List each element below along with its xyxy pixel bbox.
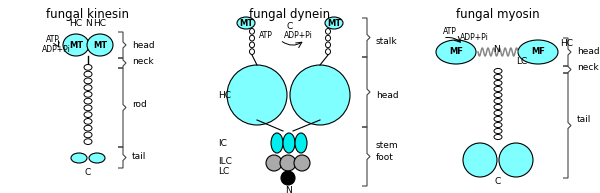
Ellipse shape (89, 153, 105, 163)
Ellipse shape (494, 122, 502, 128)
Text: neck: neck (132, 58, 154, 67)
Ellipse shape (494, 86, 502, 91)
Text: ATP: ATP (259, 30, 273, 40)
Ellipse shape (250, 49, 254, 54)
Ellipse shape (250, 35, 254, 41)
Text: MF: MF (531, 47, 545, 57)
Ellipse shape (436, 40, 476, 64)
Circle shape (280, 155, 296, 171)
Ellipse shape (71, 153, 87, 163)
Text: ILC: ILC (218, 157, 232, 166)
Ellipse shape (295, 133, 307, 153)
Text: N: N (284, 186, 292, 193)
Ellipse shape (494, 92, 502, 97)
Text: head: head (376, 91, 398, 100)
Ellipse shape (283, 133, 295, 153)
Circle shape (227, 65, 287, 125)
Ellipse shape (494, 69, 502, 74)
Text: LC: LC (516, 58, 527, 67)
Text: MT: MT (239, 19, 253, 27)
Ellipse shape (325, 29, 331, 34)
Ellipse shape (494, 135, 502, 140)
Text: LC: LC (218, 168, 229, 177)
Circle shape (290, 65, 350, 125)
Ellipse shape (494, 110, 502, 116)
Circle shape (281, 171, 295, 185)
Ellipse shape (84, 91, 92, 97)
Text: MF: MF (449, 47, 463, 57)
Text: MT: MT (93, 41, 107, 49)
Ellipse shape (325, 35, 331, 41)
Ellipse shape (325, 17, 343, 29)
Circle shape (463, 143, 497, 177)
Text: ADP+Pi: ADP+Pi (284, 30, 313, 40)
Text: HC: HC (70, 19, 83, 28)
Text: rod: rod (132, 100, 147, 109)
Text: head: head (132, 41, 155, 49)
Text: ATP: ATP (443, 27, 457, 36)
Ellipse shape (325, 42, 331, 48)
Ellipse shape (84, 132, 92, 138)
Text: ADP+Pi: ADP+Pi (460, 34, 489, 42)
Ellipse shape (250, 42, 254, 48)
Ellipse shape (84, 85, 92, 91)
Text: tail: tail (577, 114, 592, 124)
Circle shape (266, 155, 282, 171)
Text: fungal kinesin: fungal kinesin (47, 8, 130, 21)
Ellipse shape (250, 29, 254, 34)
Ellipse shape (84, 119, 92, 124)
Ellipse shape (494, 98, 502, 104)
Ellipse shape (494, 104, 502, 110)
Ellipse shape (494, 74, 502, 80)
Text: N: N (493, 45, 499, 54)
Text: neck: neck (577, 63, 599, 73)
Ellipse shape (63, 34, 89, 56)
Ellipse shape (325, 49, 331, 54)
Ellipse shape (84, 105, 92, 111)
Text: ATP: ATP (46, 36, 60, 45)
Text: N: N (85, 19, 91, 28)
Ellipse shape (84, 139, 92, 145)
Ellipse shape (494, 116, 502, 122)
Ellipse shape (84, 112, 92, 118)
Text: IC: IC (218, 139, 227, 147)
Ellipse shape (494, 129, 502, 134)
Text: fungal dynein: fungal dynein (250, 8, 331, 21)
Ellipse shape (87, 34, 113, 56)
Ellipse shape (84, 71, 92, 77)
Text: fungal myosin: fungal myosin (456, 8, 540, 21)
Text: ADP+Pi: ADP+Pi (42, 46, 71, 54)
Text: C: C (287, 22, 293, 31)
Text: MT: MT (69, 41, 83, 49)
Text: HC: HC (94, 19, 107, 28)
Text: C: C (495, 177, 501, 186)
Ellipse shape (518, 40, 558, 64)
Ellipse shape (84, 98, 92, 104)
Text: tail: tail (132, 152, 146, 161)
Text: HC: HC (218, 91, 231, 100)
Ellipse shape (271, 133, 283, 153)
Text: MT: MT (327, 19, 341, 27)
Circle shape (294, 155, 310, 171)
Text: C: C (85, 168, 91, 177)
Text: HC: HC (560, 40, 573, 48)
Text: stem
foot: stem foot (376, 141, 398, 162)
Text: stalk: stalk (376, 37, 398, 46)
Ellipse shape (84, 64, 92, 70)
Ellipse shape (237, 17, 255, 29)
Ellipse shape (494, 80, 502, 85)
Ellipse shape (84, 78, 92, 84)
Text: head: head (577, 47, 599, 57)
Ellipse shape (84, 125, 92, 131)
Circle shape (499, 143, 533, 177)
